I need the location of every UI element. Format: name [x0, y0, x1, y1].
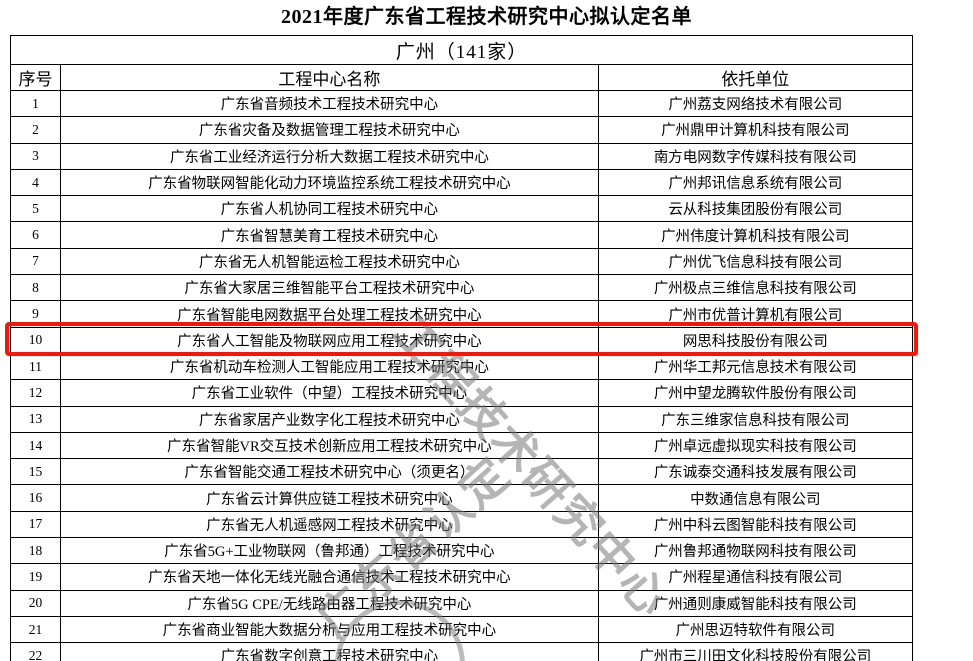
cell-host-unit: 广东诚泰交通科技发展有限公司 — [597, 458, 914, 486]
table-row: 1 广东省音频技术工程技术研究中心 广州荔支网络技术有限公司 — [9, 89, 914, 118]
table-row: 3 广东省工业经济运行分析大数据工程技术研究中心 南方电网数字传媒科技有限公司 — [9, 142, 914, 170]
table-row: 12 广东省工业软件（中望）工程技术研究中心 广州中望龙腾软件股份有限公司 — [9, 379, 914, 407]
cell-host-unit: 广州中望龙腾软件股份有限公司 — [597, 379, 914, 407]
cell-host-unit: 广州鲁邦通物联网科技有限公司 — [597, 537, 914, 565]
cell-host-unit: 网思科技股份有限公司 — [597, 326, 914, 354]
cell-center-name: 广东省智能VR交互技术创新应用工程技术研究中心 — [60, 431, 599, 460]
cell-sequence-number: 2 — [9, 116, 62, 144]
cell-center-name: 广东省无人机遥感网工程技术研究中心 — [60, 510, 599, 539]
table-row: 16 广东省云计算供应链工程技术研究中心 中数通信息有限公司 — [9, 484, 914, 512]
cell-center-name: 广东省音频技术工程技术研究中心 — [60, 89, 599, 118]
cell-host-unit: 广州市三川田文化科技股份有限公司 — [597, 642, 914, 661]
cell-host-unit: 广州极点三维信息科技有限公司 — [597, 274, 914, 302]
cell-host-unit: 广州市优普计算机有限公司 — [597, 300, 914, 328]
cell-center-name: 广东省云计算供应链工程技术研究中心 — [60, 484, 599, 512]
cell-host-unit: 南方电网数字传媒科技有限公司 — [597, 142, 914, 170]
cell-sequence-number: 11 — [9, 352, 62, 381]
table-row: 10 广东省人工智能及物联网应用工程技术研究中心 网思科技股份有限公司 — [9, 326, 914, 354]
cell-center-name: 广东省智能交通工程技术研究中心（须更名） — [60, 458, 599, 486]
table-row: 11 广东省机动车检测人工智能应用工程技术研究中心 广州华工邦元信息技术有限公司 — [9, 352, 914, 381]
cell-sequence-number: 15 — [9, 458, 62, 486]
table-row: 4 广东省物联网智能化动力环境监控系统工程技术研究中心 广州邦讯信息系统有限公司 — [9, 168, 914, 197]
listing-table-container: 广州（141家） 序号 工程中心名称 依托单位 1 广东省音频技术工程技术研究中心… — [9, 35, 914, 661]
cell-center-name: 广东省5G CPE/无线路由器工程技术研究中心 — [60, 589, 599, 617]
table-row: 14 广东省智能VR交互技术创新应用工程技术研究中心 广州卓远虚拟现实科技有限公司 — [9, 431, 914, 460]
cell-center-name: 广东省天地一体化无线光融合通信技术工程技术研究中心 — [60, 563, 599, 591]
cell-host-unit: 广州邦讯信息系统有限公司 — [597, 168, 914, 197]
table-row: 9 广东省智能电网数据平台处理工程技术研究中心 广州市优普计算机有限公司 — [9, 300, 914, 328]
cell-sequence-number: 6 — [9, 221, 62, 249]
cell-center-name: 广东省5G+工业物联网（鲁邦通）工程技术研究中心 — [60, 537, 599, 565]
table-row: 19 广东省天地一体化无线光融合通信技术工程技术研究中心 广州程星通信科技有限公司 — [9, 563, 914, 591]
cell-host-unit: 云从科技集团股份有限公司 — [597, 195, 914, 223]
cell-host-unit: 广州程星通信科技有限公司 — [597, 563, 914, 591]
column-header-no: 序号 — [9, 64, 62, 91]
cell-center-name: 广东省灾备及数据管理工程技术研究中心 — [60, 116, 599, 144]
cell-host-unit: 广州华工邦元信息技术有限公司 — [597, 352, 914, 381]
cell-center-name: 广东省家居产业数字化工程技术研究中心 — [60, 405, 599, 433]
cell-host-unit: 中数通信息有限公司 — [597, 484, 914, 512]
cell-sequence-number: 17 — [9, 510, 62, 539]
cell-host-unit: 广州优飞信息科技有限公司 — [597, 247, 914, 276]
table-row: 21 广东省商业智能大数据分析与应用工程技术研究中心 广州思迈特软件有限公司 — [9, 615, 914, 644]
cell-sequence-number: 21 — [9, 615, 62, 644]
table-row: 6 广东省智慧美育工程技术研究中心 广州伟度计算机科技有限公司 — [9, 221, 914, 249]
cell-sequence-number: 20 — [9, 589, 62, 617]
cell-host-unit: 广州伟度计算机科技有限公司 — [597, 221, 914, 249]
cell-sequence-number: 1 — [9, 89, 62, 118]
cell-host-unit: 广州中科云图智能科技有限公司 — [597, 510, 914, 539]
cell-sequence-number: 10 — [9, 326, 62, 354]
cell-sequence-number: 8 — [9, 274, 62, 302]
cell-center-name: 广东省数字创意工程技术研究中心 — [60, 642, 599, 661]
page-title: 2021年度广东省工程技术研究中心拟认定名单 — [281, 6, 692, 28]
cell-center-name: 广东省商业智能大数据分析与应用工程技术研究中心 — [60, 615, 599, 644]
cell-sequence-number: 5 — [9, 195, 62, 223]
column-header-row: 序号 工程中心名称 依托单位 — [9, 64, 914, 91]
cell-sequence-number: 3 — [9, 142, 62, 170]
table-row: 5 广东省人机协同工程技术研究中心 云从科技集团股份有限公司 — [9, 195, 914, 223]
cell-center-name: 广东省工业软件（中望）工程技术研究中心 — [60, 379, 599, 407]
cell-center-name: 广东省机动车检测人工智能应用工程技术研究中心 — [60, 352, 599, 381]
table-row: 20 广东省5G CPE/无线路由器工程技术研究中心 广州通则康威智能科技有限公司 — [9, 589, 914, 617]
cell-sequence-number: 4 — [9, 168, 62, 197]
cell-sequence-number: 13 — [9, 405, 62, 433]
table-row: 22 广东省数字创意工程技术研究中心 广州市三川田文化科技股份有限公司 — [9, 642, 914, 661]
cell-center-name: 广东省工业经济运行分析大数据工程技术研究中心 — [60, 142, 599, 170]
cell-center-name: 广东省物联网智能化动力环境监控系统工程技术研究中心 — [60, 168, 599, 197]
cell-sequence-number: 9 — [9, 300, 62, 328]
cell-center-name: 广东省智能电网数据平台处理工程技术研究中心 — [60, 300, 599, 328]
cell-sequence-number: 18 — [9, 537, 62, 565]
column-header-name: 工程中心名称 — [60, 64, 599, 91]
cell-center-name: 广东省人工智能及物联网应用工程技术研究中心 — [60, 326, 599, 354]
cell-host-unit: 广州思迈特软件有限公司 — [597, 615, 914, 644]
cell-sequence-number: 12 — [9, 379, 62, 407]
table-row: 18 广东省5G+工业物联网（鲁邦通）工程技术研究中心 广州鲁邦通物联网科技有限公司 — [9, 537, 914, 565]
table-row: 17 广东省无人机遥感网工程技术研究中心 广州中科云图智能科技有限公司 — [9, 510, 914, 539]
cell-sequence-number: 16 — [9, 484, 62, 512]
cell-center-name: 广东省智慧美育工程技术研究中心 — [60, 221, 599, 249]
cell-sequence-number: 22 — [9, 642, 62, 661]
cell-host-unit: 广州通则康威智能科技有限公司 — [597, 589, 914, 617]
cell-host-unit: 广州鼎甲计算机科技有限公司 — [597, 116, 914, 144]
approved-centers-table: 广州（141家） 序号 工程中心名称 依托单位 1 广东省音频技术工程技术研究中心… — [9, 35, 914, 661]
table-row: 2 广东省灾备及数据管理工程技术研究中心 广州鼎甲计算机科技有限公司 — [9, 116, 914, 144]
cell-sequence-number: 14 — [9, 431, 62, 460]
cell-host-unit: 广州卓远虚拟现实科技有限公司 — [597, 431, 914, 460]
cell-center-name: 广东省大家居三维智能平台工程技术研究中心 — [60, 274, 599, 302]
cell-host-unit: 广东三维家信息科技有限公司 — [597, 405, 914, 433]
table-row: 8 广东省大家居三维智能平台工程技术研究中心 广州极点三维信息科技有限公司 — [9, 274, 914, 302]
cell-sequence-number: 7 — [9, 247, 62, 276]
cell-host-unit: 广州荔支网络技术有限公司 — [597, 89, 914, 118]
cell-center-name: 广东省无人机智能运检工程技术研究中心 — [60, 247, 599, 276]
table-row: 15 广东省智能交通工程技术研究中心（须更名） 广东诚泰交通科技发展有限公司 — [9, 458, 914, 486]
region-header-cell: 广州（141家） — [10, 35, 913, 65]
cell-center-name: 广东省人机协同工程技术研究中心 — [60, 195, 599, 223]
column-header-unit: 依托单位 — [597, 64, 914, 91]
cell-sequence-number: 19 — [9, 563, 62, 591]
table-row: 13 广东省家居产业数字化工程技术研究中心 广东三维家信息科技有限公司 — [9, 405, 914, 433]
region-header-row: 广州（141家） — [10, 35, 913, 65]
table-row: 7 广东省无人机智能运检工程技术研究中心 广州优飞信息科技有限公司 — [9, 247, 914, 276]
table-body: 广州（141家） 序号 工程中心名称 依托单位 1 广东省音频技术工程技术研究中心… — [9, 35, 914, 661]
